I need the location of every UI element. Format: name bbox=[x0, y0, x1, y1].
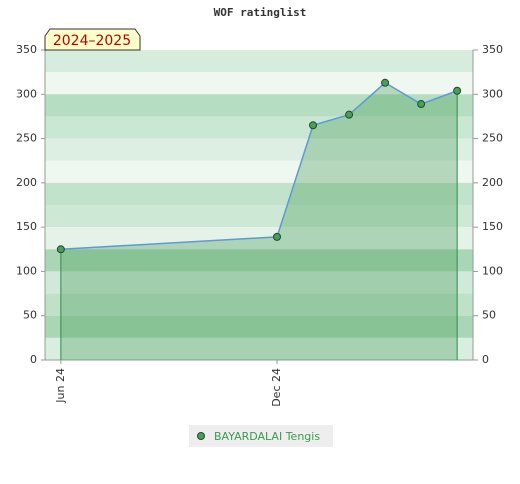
stripe bbox=[45, 116, 473, 139]
y2-tick-label: 350 bbox=[482, 43, 503, 56]
stripe bbox=[45, 249, 473, 272]
y2-tick-label: 150 bbox=[482, 220, 503, 233]
y-tick-label: 0 bbox=[30, 353, 37, 366]
point bbox=[345, 110, 354, 119]
y2-tick-label: 0 bbox=[482, 353, 489, 366]
x-tick-label: Jun 24 bbox=[54, 368, 67, 404]
point bbox=[381, 78, 390, 87]
stripe bbox=[45, 293, 473, 316]
area bbox=[60, 82, 458, 361]
point bbox=[56, 245, 65, 254]
legend-box bbox=[189, 425, 333, 447]
stripe bbox=[45, 138, 473, 161]
stripe bbox=[45, 271, 473, 294]
chart-title: WOF ratinglist bbox=[214, 6, 307, 19]
legend-label: BAYARDALAI Tengis bbox=[214, 430, 320, 443]
y-tick-label: 250 bbox=[16, 132, 37, 145]
stripe bbox=[45, 337, 473, 360]
x-tick-label: Dec 24 bbox=[270, 368, 283, 407]
y2-tick-label: 100 bbox=[482, 264, 503, 277]
y-tick-label: 350 bbox=[16, 43, 37, 56]
annotation-text: 2024–2025 bbox=[53, 33, 131, 49]
stripe bbox=[45, 182, 473, 205]
stripe bbox=[45, 315, 473, 338]
stripe bbox=[45, 72, 473, 95]
stripe bbox=[45, 50, 473, 73]
annotation-box bbox=[44, 28, 141, 51]
y2-tick-label: 200 bbox=[482, 176, 503, 189]
annotation: 2024–2025 bbox=[44, 28, 141, 51]
y-tick-label: 50 bbox=[23, 309, 37, 322]
point bbox=[453, 86, 462, 95]
y2-tick-label: 250 bbox=[482, 132, 503, 145]
legend-marker bbox=[197, 432, 205, 440]
point bbox=[309, 121, 318, 130]
y-tick-label: 300 bbox=[16, 87, 37, 100]
point bbox=[417, 100, 426, 109]
y2-tick-label: 50 bbox=[482, 309, 496, 322]
y2-tick-label: 300 bbox=[482, 87, 503, 100]
y-tick-label: 100 bbox=[16, 264, 37, 277]
point bbox=[273, 232, 282, 241]
stripe bbox=[45, 205, 473, 228]
y-tick-label: 200 bbox=[16, 176, 37, 189]
y-tick-label: 150 bbox=[16, 220, 37, 233]
stripe bbox=[45, 160, 473, 183]
